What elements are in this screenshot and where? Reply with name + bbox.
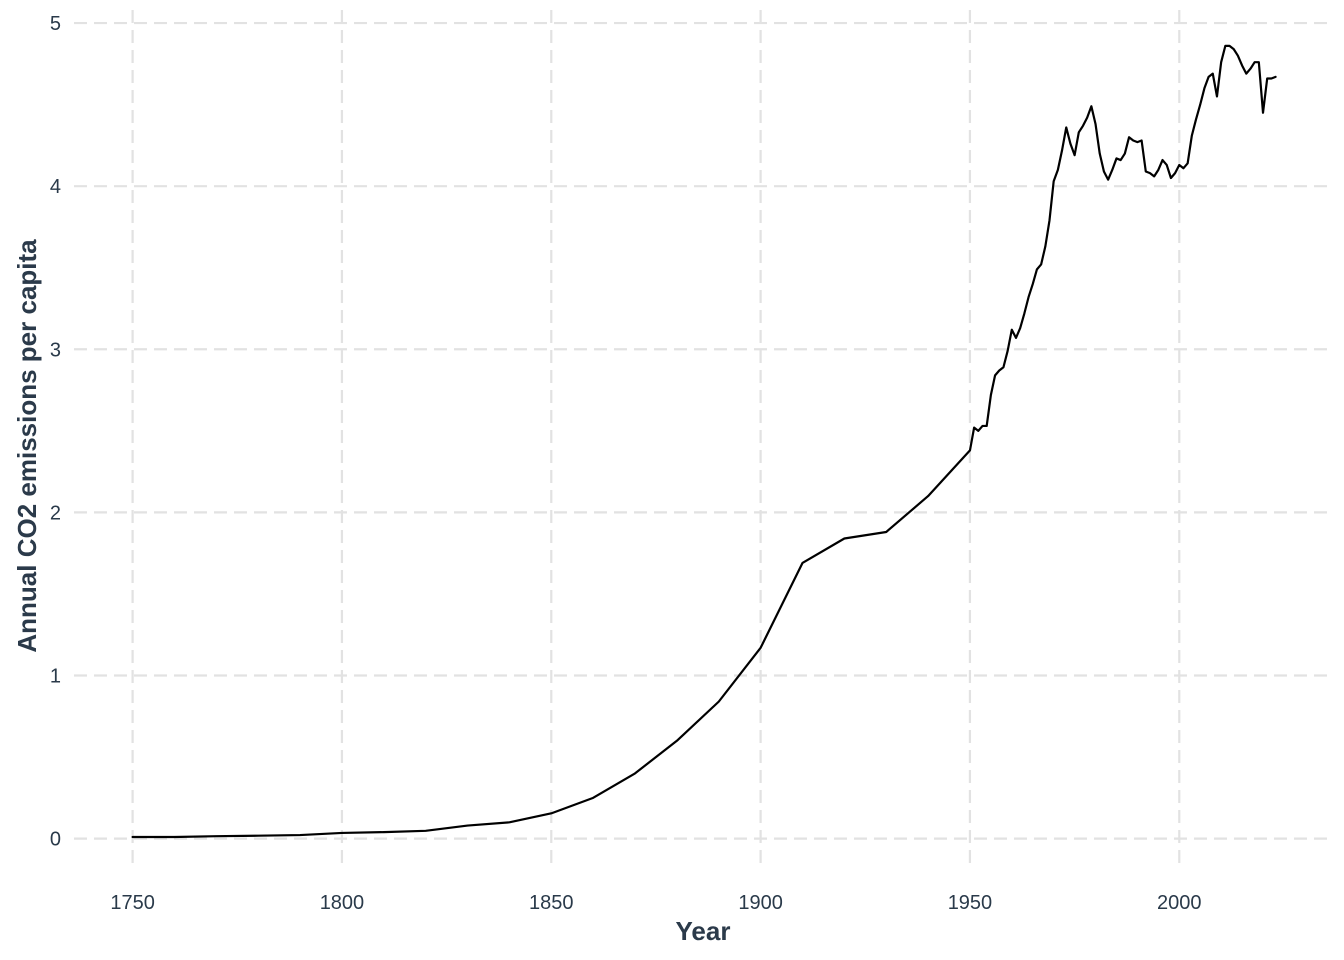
- x-tick-label-1750: 1750: [110, 892, 155, 914]
- y-tick-label-1: 1: [50, 666, 61, 688]
- x-tick-label-1950: 1950: [948, 892, 993, 914]
- y-tick-label-3: 3: [50, 339, 61, 361]
- series-layer: [131, 44, 1277, 839]
- x-tick-label-1850: 1850: [529, 892, 574, 914]
- y-tick-label-4: 4: [50, 176, 61, 198]
- y-axis-title: Annual CO2 emissions per capita: [12, 239, 42, 653]
- x-axis-title: Year: [676, 916, 731, 946]
- x-tick-label-1900: 1900: [738, 892, 783, 914]
- y-tick-label-5: 5: [50, 13, 61, 35]
- x-tick-label-2000: 2000: [1157, 892, 1202, 914]
- horizontal-gridlines: [74, 21, 1330, 840]
- y-tick-label-2: 2: [50, 502, 61, 524]
- x-tick-label-1800: 1800: [320, 892, 365, 914]
- y-axis-tick-labels: 0 1 2 3 4 5: [50, 13, 61, 851]
- vertical-gridlines: [131, 10, 1181, 868]
- y-tick-label-0: 0: [50, 829, 61, 851]
- series-line-0: [131, 44, 1277, 839]
- x-axis-tick-labels: 1750 1800 1850 1900 1950 2000: [110, 892, 1201, 914]
